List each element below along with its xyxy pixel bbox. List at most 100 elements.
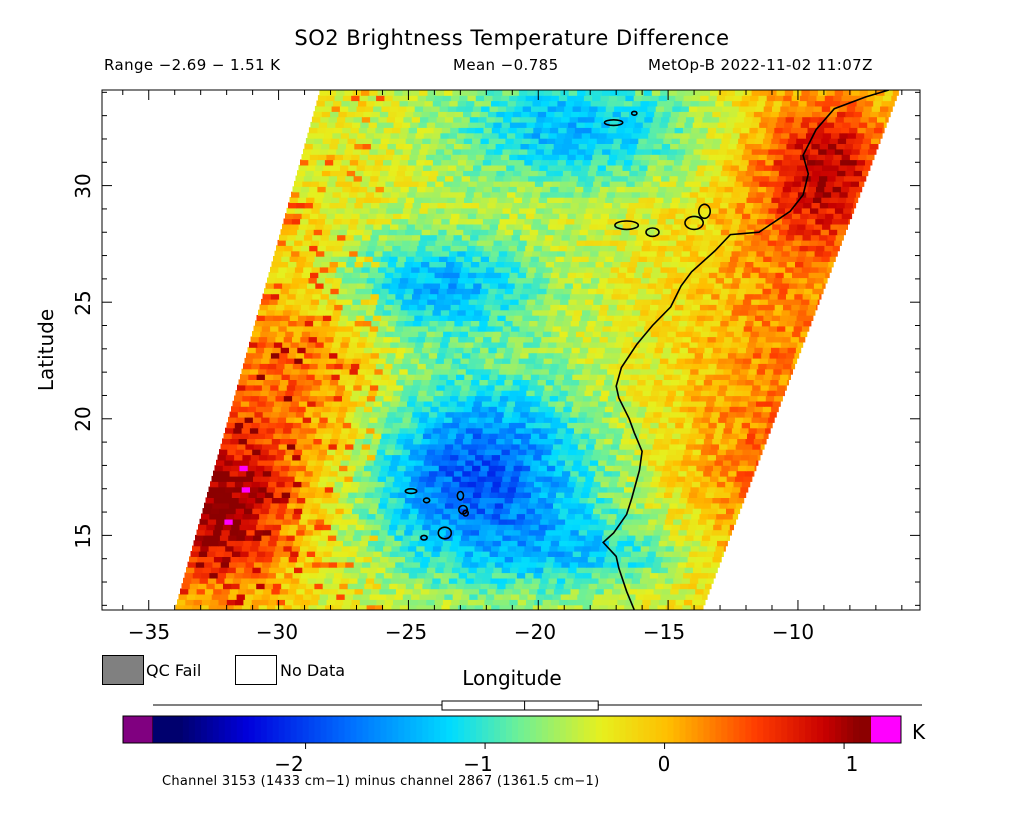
heatmap-cell bbox=[627, 384, 637, 391]
heatmap-cell bbox=[788, 223, 798, 230]
heatmap-cell bbox=[480, 315, 490, 321]
heatmap-cell bbox=[366, 427, 376, 434]
heatmap-cell bbox=[218, 481, 228, 488]
heatmap-cell bbox=[193, 599, 203, 606]
heatmap-cell bbox=[366, 395, 376, 402]
heatmap-cell bbox=[659, 390, 669, 397]
heatmap-cell bbox=[670, 588, 680, 595]
heatmap-cell bbox=[480, 524, 490, 531]
heatmap-cell bbox=[764, 309, 774, 316]
heatmap-cell bbox=[559, 213, 569, 220]
heatmap-cell bbox=[611, 234, 621, 241]
heatmap-cell bbox=[373, 341, 383, 348]
heatmap-cell bbox=[700, 599, 706, 606]
heatmap-cell bbox=[724, 454, 734, 461]
heatmap-cell bbox=[398, 518, 408, 525]
heatmap-cell bbox=[515, 427, 525, 434]
heatmap-cell bbox=[679, 556, 689, 563]
heatmap-cell bbox=[669, 561, 679, 568]
heatmap-cell bbox=[390, 341, 400, 348]
heatmap-cell bbox=[611, 443, 620, 450]
heatmap-cell bbox=[578, 561, 587, 568]
heatmap-cell bbox=[748, 427, 758, 434]
heatmap-cell bbox=[294, 593, 304, 600]
heatmap-cell bbox=[304, 470, 314, 477]
heatmap-cell bbox=[633, 513, 642, 520]
heatmap-cell bbox=[350, 336, 360, 343]
heatmap-cell bbox=[471, 379, 480, 386]
heatmap-cell bbox=[469, 384, 479, 391]
heatmap-cell bbox=[680, 583, 689, 590]
heatmap-cell bbox=[393, 599, 402, 606]
heatmap-cell bbox=[351, 422, 360, 429]
heatmap-cell bbox=[513, 556, 522, 563]
heatmap-cell bbox=[457, 250, 467, 257]
heatmap-cell bbox=[229, 529, 239, 536]
heatmap-cell bbox=[741, 363, 751, 370]
heatmap-cell bbox=[761, 411, 771, 418]
heatmap-cell bbox=[381, 374, 391, 380]
heatmap-cell bbox=[847, 223, 848, 230]
heatmap-cell bbox=[773, 277, 783, 284]
heatmap-cell bbox=[554, 556, 564, 563]
heatmap-cell bbox=[489, 374, 499, 380]
heatmap-cell bbox=[617, 331, 627, 338]
heatmap-cell bbox=[616, 513, 626, 520]
heatmap-cell bbox=[302, 416, 312, 423]
heatmap-cell bbox=[512, 261, 522, 268]
heatmap-cell bbox=[792, 272, 801, 279]
heatmap-cell bbox=[542, 304, 551, 311]
heatmap-cell bbox=[703, 438, 713, 445]
heatmap-cell bbox=[518, 390, 527, 397]
heatmap-cell bbox=[404, 497, 414, 504]
heatmap-cell bbox=[807, 304, 817, 311]
heatmap-cell bbox=[706, 459, 716, 466]
heatmap-cell bbox=[424, 427, 434, 434]
heatmap-cell bbox=[208, 545, 218, 552]
heatmap-cell bbox=[678, 411, 688, 418]
heatmap-cell bbox=[764, 250, 774, 257]
heatmap-cell bbox=[425, 245, 435, 252]
heatmap-cell bbox=[399, 427, 409, 434]
heatmap-cell bbox=[610, 416, 620, 423]
heatmap-cell bbox=[652, 561, 662, 568]
heatmap-cell bbox=[379, 588, 389, 595]
heatmap-cell bbox=[682, 513, 692, 520]
heatmap-cell bbox=[400, 513, 410, 520]
heatmap-cell bbox=[668, 593, 678, 600]
heatmap-cell bbox=[567, 422, 577, 429]
heatmap-cell bbox=[331, 282, 341, 289]
heatmap-cell bbox=[256, 524, 265, 531]
heatmap-cell bbox=[458, 572, 468, 579]
heatmap-cell bbox=[431, 551, 441, 557]
heatmap-cell bbox=[292, 454, 302, 461]
heatmap-cell bbox=[387, 529, 397, 536]
heatmap-cell bbox=[554, 347, 564, 354]
heatmap-cell bbox=[401, 272, 411, 279]
heatmap-cell bbox=[507, 277, 517, 284]
heatmap-cell bbox=[650, 390, 660, 397]
heatmap-cell bbox=[415, 341, 425, 348]
heatmap-cell bbox=[334, 245, 343, 252]
heatmap-cell bbox=[463, 347, 473, 354]
heatmap-cell bbox=[651, 508, 661, 515]
heatmap-cell bbox=[514, 492, 524, 498]
heatmap-cell bbox=[697, 400, 707, 407]
heatmap-cell bbox=[702, 325, 712, 332]
heatmap-cell bbox=[737, 497, 745, 504]
heatmap-cell bbox=[825, 213, 834, 220]
heatmap-cell bbox=[572, 492, 582, 498]
heatmap-cell bbox=[636, 502, 645, 509]
heatmap-cell bbox=[733, 422, 743, 429]
heatmap-cell bbox=[404, 411, 413, 418]
heatmap-cell bbox=[574, 486, 583, 493]
heatmap-cell bbox=[386, 443, 396, 450]
heatmap-cell bbox=[334, 540, 344, 547]
heatmap-cell bbox=[629, 438, 638, 445]
heatmap-cell bbox=[718, 207, 728, 214]
heatmap-cell bbox=[493, 449, 503, 456]
heatmap-cell bbox=[504, 229, 514, 236]
heatmap-cell bbox=[681, 577, 691, 584]
heatmap-cell bbox=[538, 406, 548, 413]
heatmap-cell bbox=[281, 551, 291, 557]
